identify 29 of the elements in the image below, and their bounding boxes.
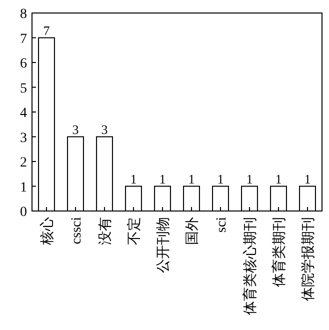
x-tick-label: 国外 — [184, 217, 200, 245]
y-tick-label: 3 — [20, 130, 27, 146]
y-tick-label: 7 — [20, 32, 27, 47]
data-label: 1 — [130, 171, 137, 186]
data-label: 3 — [72, 122, 79, 137]
x-tick-label: 核心 — [40, 217, 56, 246]
data-label: 1 — [188, 171, 195, 186]
y-tick-label: 8 — [20, 7, 27, 22]
x-tick-label: 体育类核心期刊 — [242, 217, 258, 315]
data-label: 1 — [275, 171, 282, 186]
x-tick-label: 没有 — [98, 217, 114, 245]
data-label: 3 — [101, 122, 108, 137]
x-tick-label: 公开刊物 — [156, 217, 172, 273]
x-tick-label: 体院学报期刊 — [300, 217, 316, 301]
y-tick-label: 6 — [20, 56, 27, 72]
x-tick-label: 体育类期刊 — [270, 217, 288, 287]
y-tick-label: 5 — [20, 81, 27, 96]
data-label: 1 — [246, 171, 253, 186]
x-tick-label: cssci — [70, 216, 84, 244]
y-tick-label: 1 — [20, 180, 27, 196]
y-tick-label: 0 — [20, 205, 27, 220]
data-label: 7 — [43, 22, 50, 38]
x-tick-label: sci — [214, 216, 230, 233]
x-tick-label: 不定 — [126, 217, 142, 245]
data-label: 1 — [217, 171, 224, 186]
y-tick-label: 2 — [20, 156, 27, 170]
data-label: 1 — [304, 171, 311, 186]
y-tick-label: 4 — [20, 106, 27, 121]
data-label: 1 — [159, 171, 166, 186]
